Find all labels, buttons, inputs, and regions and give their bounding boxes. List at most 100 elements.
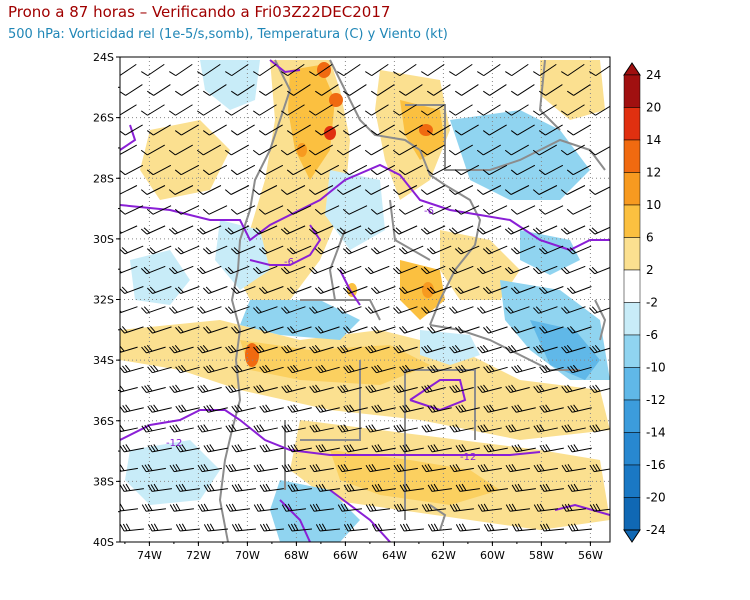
lon-tick-label: 62W (431, 549, 456, 562)
wind-barb (287, 523, 312, 532)
wind-barb (141, 345, 166, 354)
wind-barb (315, 523, 340, 532)
wind-barb (281, 503, 306, 512)
wind-barb (567, 483, 592, 492)
wind-barb (120, 523, 144, 532)
wind-barb (146, 205, 172, 215)
wind-barb (426, 205, 452, 215)
colorbar-label: 12 (646, 166, 661, 180)
wind-barb (371, 444, 396, 453)
wind-barb (147, 84, 171, 96)
wind-barb (309, 345, 334, 354)
wind-barb (588, 265, 610, 275)
wind-barb (511, 326, 536, 334)
wind-barb (314, 124, 339, 136)
wind-barb (539, 483, 564, 492)
wind-barb (146, 124, 171, 136)
wind-barb (399, 444, 424, 453)
wind-barb (365, 345, 390, 354)
wind-barb (343, 364, 368, 374)
wind-barb (398, 245, 424, 255)
wind-barb (511, 364, 536, 374)
wind-barb (281, 424, 306, 433)
wind-barb (533, 384, 558, 393)
wind-barb (197, 306, 222, 314)
wind-barb (510, 164, 536, 176)
wind-barb (174, 245, 200, 255)
wind-barb (483, 84, 507, 96)
wind-barb (482, 124, 507, 136)
wind-barb (224, 225, 250, 235)
wind-barb (168, 265, 194, 275)
wind-barb (427, 84, 451, 96)
wind-barb (225, 424, 250, 433)
wind-barb (426, 245, 452, 255)
wind-barb (566, 164, 592, 176)
colorbar-swatch (623, 497, 641, 531)
wind-barb (399, 326, 424, 334)
wind-barb (589, 424, 610, 433)
wind-barb (532, 144, 557, 156)
wind-barb (371, 286, 396, 294)
wind-barb (421, 345, 446, 354)
wind-barb (566, 245, 592, 255)
lat-tick-label: 30S (93, 233, 114, 246)
wind-barb (196, 144, 221, 156)
wind-barb (253, 384, 278, 393)
wind-barb (231, 523, 256, 532)
wind-barb (224, 144, 249, 156)
wind-barb (427, 404, 452, 413)
wind-barb (168, 225, 194, 235)
colorbar-swatch (623, 367, 641, 401)
wind-barb (588, 225, 610, 235)
wind-barb (455, 326, 480, 334)
wind-barb (561, 503, 586, 512)
wind-barb (175, 523, 200, 532)
lat-tick-label: 28S (93, 172, 114, 185)
wind-barb (309, 463, 334, 473)
wind-barb (393, 463, 418, 473)
lon-tick-label: 72W (186, 549, 211, 562)
wind-barb (309, 306, 334, 314)
wind-barb (287, 483, 312, 492)
wind-barb (203, 286, 228, 294)
wind-barb (147, 523, 172, 532)
wind-barb (308, 144, 333, 156)
wind-barb (202, 124, 227, 136)
wind-barb (253, 463, 278, 473)
colorbar-label: -10 (646, 361, 666, 375)
wind-barb (169, 463, 194, 473)
colorbar-swatch (623, 107, 641, 141)
wind-barb (370, 124, 395, 136)
wind-barb (203, 444, 228, 453)
wind-barb (203, 326, 228, 334)
wind-barb (567, 84, 591, 96)
wind-barb (224, 265, 250, 275)
wind-barb (202, 205, 228, 215)
wind-barb (539, 404, 564, 413)
colorbar-label: 24 (646, 68, 661, 82)
wind-barb (364, 225, 390, 235)
wind-barb (337, 306, 362, 314)
wind-barb (224, 104, 249, 116)
wind-barb (203, 404, 228, 413)
wind-barb (532, 185, 558, 195)
wind-barb (420, 185, 446, 195)
wind-barb (286, 245, 312, 255)
wind-barb (371, 404, 396, 413)
wind-barb (287, 364, 312, 374)
wind-barb (421, 384, 446, 393)
wind-barb (174, 164, 200, 176)
lon-tick-label: 66W (333, 549, 358, 562)
wind-barb (140, 265, 166, 275)
wind-barb (505, 345, 530, 354)
colorbar-swatch (623, 237, 641, 271)
wind-barb (225, 63, 249, 77)
wind-barb (258, 245, 284, 255)
wind-barb (342, 124, 367, 136)
wind-barb (560, 104, 585, 116)
wind-barb (175, 404, 200, 413)
wind-barb (259, 286, 284, 294)
colorbar-swatch (623, 432, 641, 466)
wind-barb (120, 265, 138, 275)
